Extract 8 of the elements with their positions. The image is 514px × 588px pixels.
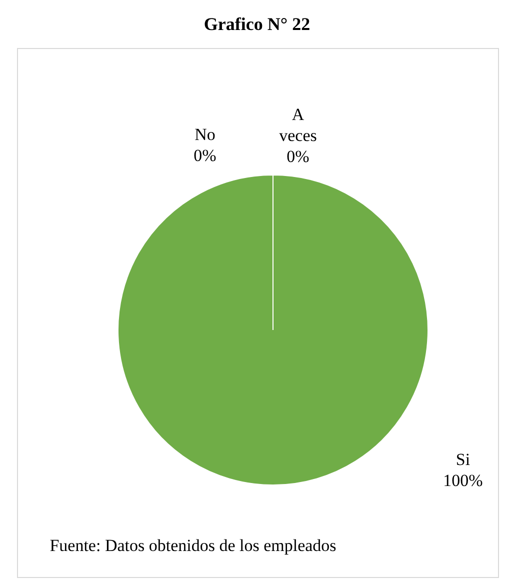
category-label: A veces xyxy=(279,105,317,145)
source-note: Fuente: Datos obtenidos de los empleados xyxy=(48,536,338,556)
data-label: 100% xyxy=(443,471,483,490)
slice-label: Si xyxy=(456,450,470,469)
text: 0% xyxy=(194,146,216,165)
chart-title: Grafico N° 22 xyxy=(202,14,312,35)
text: 0% xyxy=(286,147,310,166)
category-label: No xyxy=(194,125,216,144)
